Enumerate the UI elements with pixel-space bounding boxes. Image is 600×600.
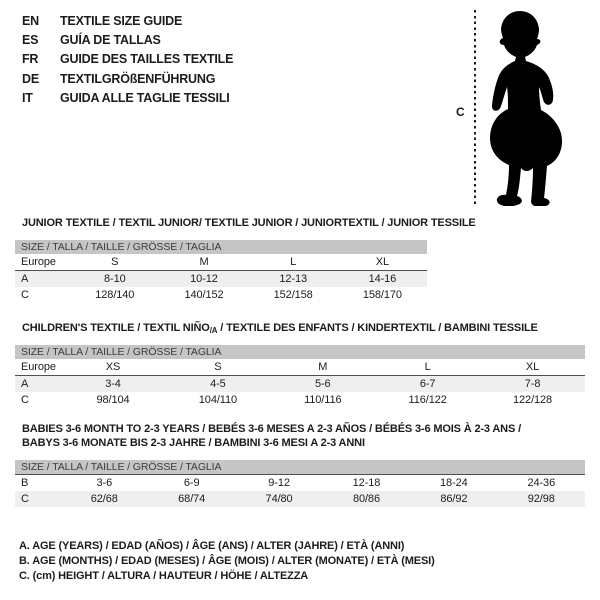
lang-title: GUIDE DES TAILLES TEXTILE <box>60 52 234 67</box>
size-cell: 12-13 <box>248 270 338 287</box>
toddler-silhouette-icon <box>490 11 562 206</box>
junior-size-table: SIZE / TALLA / TAILLE / GRÖSSE / TAGLIA … <box>15 240 427 303</box>
table-row-height: C 62/68 68/74 74/80 80/86 86/92 92/98 <box>15 491 585 507</box>
size-cell: 4-5 <box>165 375 271 392</box>
table-row-height: C 128/140 140/152 152/158 158/170 <box>15 287 427 303</box>
size-cell: 86/92 <box>410 491 498 507</box>
size-cell: 74/80 <box>235 491 323 507</box>
size-cell: 24-36 <box>497 474 585 491</box>
size-cell: 9-12 <box>235 474 323 491</box>
row-label: B <box>15 474 61 491</box>
size-cell: 7-8 <box>480 375 585 392</box>
row-label: C <box>21 289 29 301</box>
lang-row-fr: FR GUIDE DES TAILLES TEXTILE <box>22 50 233 69</box>
size-cell: 104/110 <box>198 394 238 406</box>
row-label: A <box>15 270 71 287</box>
size-cell: 6-9 <box>147 474 236 491</box>
children-title-main: CHILDREN'S TEXTILE / TEXTIL NIÑO <box>22 322 210 334</box>
size-cell: 128/140 <box>95 289 135 301</box>
size-cell: M <box>318 361 328 373</box>
size-cell: 98/104 <box>96 394 130 406</box>
height-measure-dashed-line <box>474 10 476 205</box>
junior-table-title: JUNIOR TEXTILE / TEXTIL JUNIOR/ TEXTILE … <box>22 217 476 229</box>
table-row-age: A 3-4 4-5 5-6 6-7 7-8 <box>15 375 585 392</box>
table-row-height: C 98/104 104/110 110/116 116/122 122/128 <box>15 392 585 408</box>
size-header-cell: SIZE / TALLA / TAILLE / GRÖSSE / TAGLIA <box>15 460 585 475</box>
row-label: Europe <box>21 256 56 268</box>
size-cell: S <box>111 256 119 268</box>
row-label: C <box>15 491 61 507</box>
size-cell: 158/170 <box>362 289 402 301</box>
row-label: C <box>21 394 29 406</box>
table-row-europe: Europe XS S M L XL <box>15 359 585 376</box>
table-row-age: A 8-10 10-12 12-13 14-16 <box>15 270 427 287</box>
size-cell: XL <box>375 256 390 268</box>
babies-title-line1: BABIES 3-6 MONTH TO 2-3 YEARS / BEBÉS 3-… <box>22 423 521 435</box>
lang-row-de: DE TEXTILGRÖßENFÜHRUNG <box>22 69 233 88</box>
size-cell: 80/86 <box>322 491 411 507</box>
size-cell: 68/74 <box>147 491 236 507</box>
legend-notes: A. AGE (YEARS) / EDAD (AÑOS) / ÂGE (ANS)… <box>19 539 435 585</box>
lang-code: EN <box>22 13 39 28</box>
babies-title-line2: BABYS 3-6 MONATE BIS 2-3 JAHRE / BAMBINI… <box>22 436 365 449</box>
lang-row-it: IT GUIDA ALLE TAGLIE TESSILI <box>22 89 233 108</box>
lang-row-es: ES GUÍA DE TALLAS <box>22 30 233 49</box>
size-cell: 62/68 <box>60 491 148 507</box>
lang-code: FR <box>22 52 39 67</box>
legend-note-c: C. (cm) HEIGHT / ALTURA / HAUTEUR / HÖHE… <box>19 570 309 583</box>
table-row-europe: Europe S M L XL <box>15 254 427 271</box>
babies-table-title: BABIES 3-6 MONTH TO 2-3 YEARS / BEBÉS 3-… <box>22 423 521 450</box>
size-header-row: SIZE / TALLA / TAILLE / GRÖSSE / TAGLIA <box>15 240 427 254</box>
size-header-cell: SIZE / TALLA / TAILLE / GRÖSSE / TAGLIA <box>15 345 585 359</box>
row-label: Europe <box>21 361 56 373</box>
children-title-tail: / TEXTILE DES ENFANTS / KINDERTEXTIL / B… <box>217 322 538 334</box>
size-cell: 14-16 <box>337 270 427 287</box>
size-cell: L <box>290 256 297 268</box>
size-cell: 10-12 <box>159 270 249 287</box>
size-cell: 92/98 <box>497 491 585 507</box>
legend-note-a: A. AGE (YEARS) / EDAD (AÑOS) / ÂGE (ANS)… <box>19 540 405 552</box>
height-measure-label: C <box>456 105 465 119</box>
table-row-months: B 3-6 6-9 9-12 12-18 18-24 24-36 <box>15 474 585 491</box>
size-cell: S <box>214 361 222 373</box>
size-cell: 18-24 <box>410 474 498 491</box>
children-title-sub: /A <box>209 326 218 335</box>
lang-code: ES <box>22 33 39 48</box>
size-cell: 5-6 <box>270 375 376 392</box>
size-cell: 140/152 <box>184 289 224 301</box>
size-header-cell: SIZE / TALLA / TAILLE / GRÖSSE / TAGLIA <box>15 240 427 254</box>
children-table-title: CHILDREN'S TEXTILE / TEXTIL NIÑO/A / TEX… <box>22 322 538 338</box>
size-cell: 6-7 <box>375 375 481 392</box>
size-cell: 122/128 <box>513 394 553 406</box>
size-cell: 152/158 <box>273 289 313 301</box>
lang-code: DE <box>22 71 39 86</box>
lang-title: TEXTILE SIZE GUIDE <box>60 13 183 28</box>
size-cell: 12-18 <box>322 474 411 491</box>
size-cell: 3-4 <box>60 375 166 392</box>
lang-title: GUÍA DE TALLAS <box>60 33 161 48</box>
size-cell: XS <box>105 361 121 373</box>
size-cell: L <box>424 361 431 373</box>
babies-size-table: SIZE / TALLA / TAILLE / GRÖSSE / TAGLIA … <box>15 460 585 507</box>
size-cell: XL <box>525 361 540 373</box>
size-cell: 3-6 <box>60 474 148 491</box>
lang-code: IT <box>22 91 33 106</box>
language-title-list: EN TEXTILE SIZE GUIDE ES GUÍA DE TALLAS … <box>22 11 233 108</box>
lang-row-en: EN TEXTILE SIZE GUIDE <box>22 11 233 30</box>
size-cell: 116/122 <box>408 394 447 406</box>
row-label: A <box>15 375 61 392</box>
size-cell: 110/116 <box>304 394 342 406</box>
size-cell: 8-10 <box>70 270 160 287</box>
size-header-row: SIZE / TALLA / TAILLE / GRÖSSE / TAGLIA <box>15 460 585 475</box>
legend-note-b: B. AGE (MONTHS) / EDAD (MESES) / ÂGE (MO… <box>19 555 435 568</box>
size-header-row: SIZE / TALLA / TAILLE / GRÖSSE / TAGLIA <box>15 345 585 359</box>
lang-title: TEXTILGRÖßENFÜHRUNG <box>60 71 216 86</box>
size-cell: M <box>199 256 209 268</box>
children-size-table: SIZE / TALLA / TAILLE / GRÖSSE / TAGLIA … <box>15 345 585 408</box>
lang-title: GUIDA ALLE TAGLIE TESSILI <box>60 91 230 106</box>
